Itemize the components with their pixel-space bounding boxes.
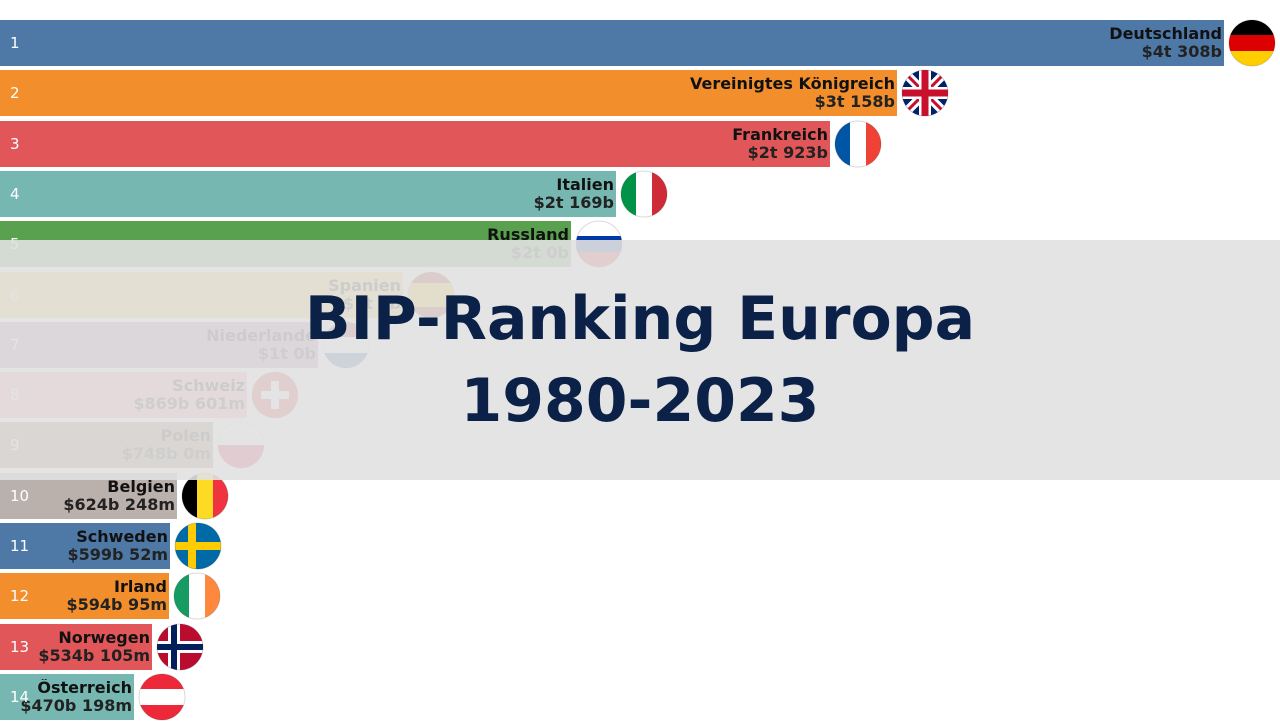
flag-at-icon <box>138 673 186 721</box>
country-name: Deutschland <box>1109 25 1222 43</box>
bar-label: Frankreich $2t 923b <box>732 126 828 162</box>
country-name: Norwegen <box>58 629 150 647</box>
country-name: Schweden <box>76 528 168 546</box>
rank-label: 1 <box>10 34 20 52</box>
rank-label: 13 <box>10 638 30 656</box>
rank-label: 3 <box>10 135 20 153</box>
gdp-value: $2t 169b <box>533 193 614 212</box>
gdp-value: $470b 198m <box>20 696 132 715</box>
country-name: Vereinigtes Königreich <box>689 75 895 93</box>
rank-label: 2 <box>10 84 20 102</box>
flag-ie-icon <box>173 572 221 620</box>
bar-gb: 2 Vereinigtes Königreich $3t 158b <box>0 70 897 116</box>
country-name: Belgien <box>107 478 175 496</box>
gdp-value: $594b 95m <box>66 595 168 614</box>
flag-se-icon <box>174 522 222 570</box>
bar-label: Irland $594b 95m <box>67 578 168 614</box>
gdp-value: $624b 248m <box>63 495 175 514</box>
gdp-value: $3t 158b <box>814 92 895 111</box>
bar-de: 1 Deutschland $4t 308b <box>0 20 1224 66</box>
flag-it-icon <box>620 170 668 218</box>
gdp-value: $599b 52m <box>67 545 169 564</box>
country-name: Irland <box>114 578 167 596</box>
flag-de-icon <box>1228 19 1276 67</box>
country-name: Österreich <box>37 679 132 697</box>
bar-label: Schweden $599b 52m <box>68 528 169 564</box>
flag-no-icon <box>156 623 204 671</box>
bar-at: 14 Österreich $470b 198m <box>0 674 134 720</box>
flag-gb-icon <box>901 69 949 117</box>
chart-title: BIP-Ranking Europa <box>304 284 976 354</box>
country-name: Russland <box>487 226 569 244</box>
bar-label: Vereinigtes Königreich $3t 158b <box>690 75 895 111</box>
bar-ie: 12 Irland $594b 95m <box>0 573 169 619</box>
bar-label: Norwegen $534b 105m <box>38 629 150 665</box>
bar-it: 4 Italien $2t 169b <box>0 171 616 217</box>
gdp-value: $2t 923b <box>747 143 828 162</box>
title-overlay: BIP-Ranking Europa 1980-2023 <box>0 240 1280 480</box>
rank-label: 12 <box>10 587 30 605</box>
bar-label: Österreich $470b 198m <box>20 679 132 715</box>
bar-be: 10 Belgien $624b 248m <box>0 473 177 519</box>
bar-se: 11 Schweden $599b 52m <box>0 523 170 569</box>
rank-label: 14 <box>10 688 30 706</box>
rank-label: 4 <box>10 185 20 203</box>
bar-no: 13 Norwegen $534b 105m <box>0 624 152 670</box>
flag-be-icon <box>181 472 229 520</box>
bar-label: Deutschland $4t 308b <box>1109 25 1222 61</box>
bar-fr: 3 Frankreich $2t 923b <box>0 121 830 167</box>
bar-label: Italien $2t 169b <box>534 176 614 212</box>
gdp-value: $4t 308b <box>1141 42 1222 61</box>
gdp-value: $534b 105m <box>38 646 150 665</box>
country-name: Frankreich <box>732 126 828 144</box>
chart-subtitle-years: 1980-2023 <box>460 366 820 436</box>
country-name: Italien <box>556 176 614 194</box>
flag-fr-icon <box>834 120 882 168</box>
rank-label: 10 <box>10 487 30 505</box>
rank-label: 11 <box>10 537 30 555</box>
bar-label: Belgien $624b 248m <box>63 478 175 514</box>
